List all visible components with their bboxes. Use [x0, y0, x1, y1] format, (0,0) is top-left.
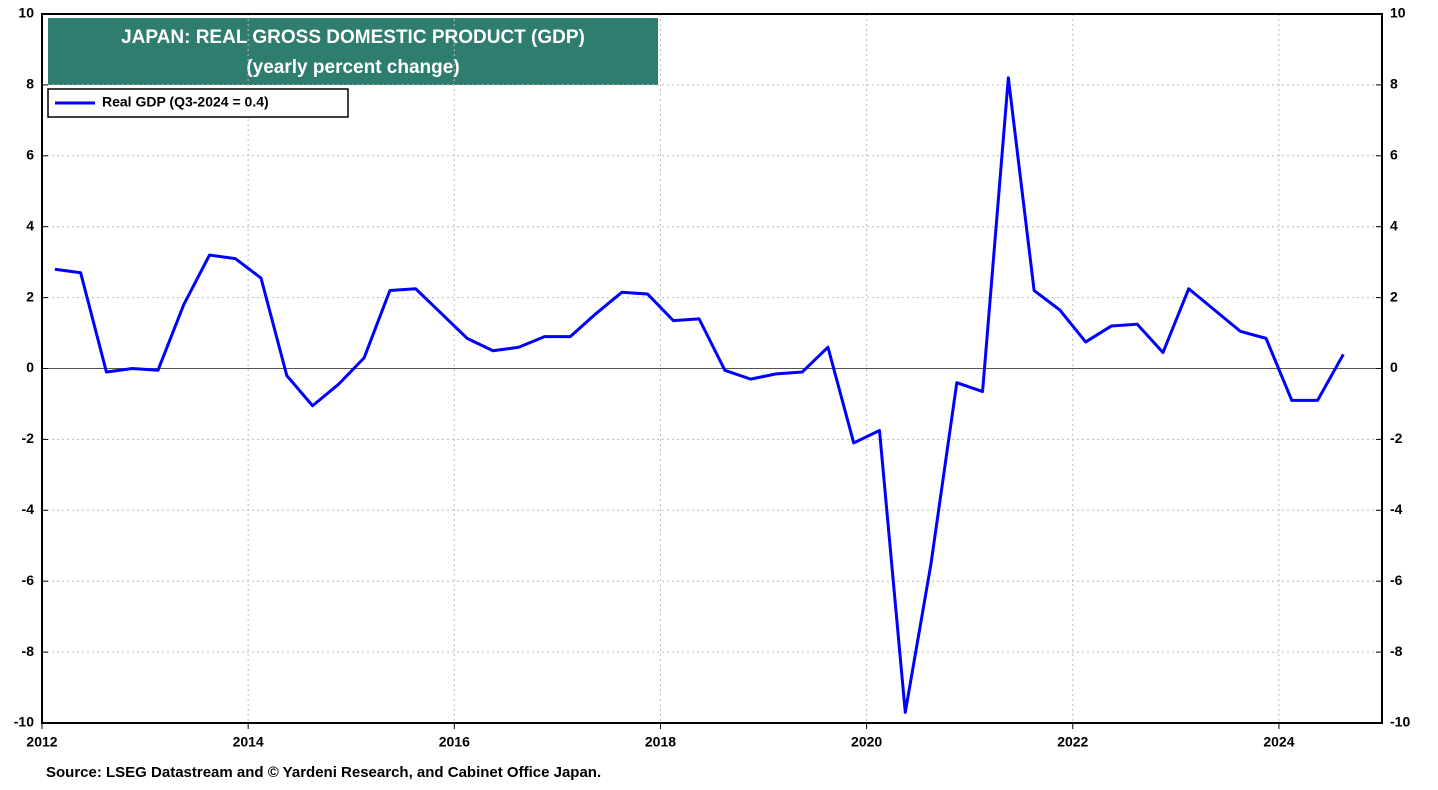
- y2-tick-label: -8: [1390, 643, 1403, 659]
- y2-tick-label: -6: [1390, 572, 1403, 588]
- source: Source: LSEG Datastream and © Yardeni Re…: [46, 764, 601, 781]
- y2-tick-label: 0: [1390, 359, 1398, 375]
- y-tick-label: 10: [18, 5, 34, 21]
- x-tick-label: 2012: [26, 734, 57, 750]
- chart-title: JAPAN: REAL GROSS DOMESTIC PRODUCT (GDP): [121, 27, 585, 48]
- y2-tick-label: -4: [1390, 501, 1403, 517]
- legend-box: [47, 88, 349, 118]
- y-tick-label: -10: [14, 714, 34, 730]
- y-tick-label: 0: [26, 359, 34, 375]
- y-tick-label: -2: [22, 430, 35, 446]
- y-tick-label: -4: [22, 501, 35, 517]
- x-tick-label: 2016: [439, 734, 470, 750]
- x-tick-label: 2014: [233, 734, 264, 750]
- chart-subtitle: (yearly percent change): [246, 57, 459, 78]
- x-tick-label: 2020: [851, 734, 882, 750]
- y2-tick-label: 2: [1390, 288, 1398, 304]
- y2-tick-label: 6: [1390, 147, 1398, 163]
- y-tick-label: -8: [22, 643, 35, 659]
- y2-tick-label: 8: [1390, 76, 1398, 92]
- y-tick-label: 4: [26, 217, 34, 233]
- y-tick-label: 6: [26, 147, 34, 163]
- y2-tick-label: 10: [1390, 5, 1406, 21]
- legend-label: Real GDP (Q3-2024 = 0.4): [102, 94, 269, 110]
- plot-frame: [41, 13, 1383, 724]
- x-tick-label: 2018: [645, 734, 676, 750]
- x-tick-label: 2024: [1263, 734, 1294, 750]
- y2-tick-label: 4: [1390, 217, 1398, 233]
- line-series: [54, 76, 1345, 714]
- y-tick-label: -6: [22, 572, 35, 588]
- title-box: [48, 18, 658, 85]
- y-tick-label: 2: [26, 288, 34, 304]
- y2-tick-label: -10: [1390, 714, 1410, 730]
- y2-tick-label: -2: [1390, 430, 1403, 446]
- y-tick-label: 8: [26, 76, 34, 92]
- x-tick-label: 2022: [1057, 734, 1088, 750]
